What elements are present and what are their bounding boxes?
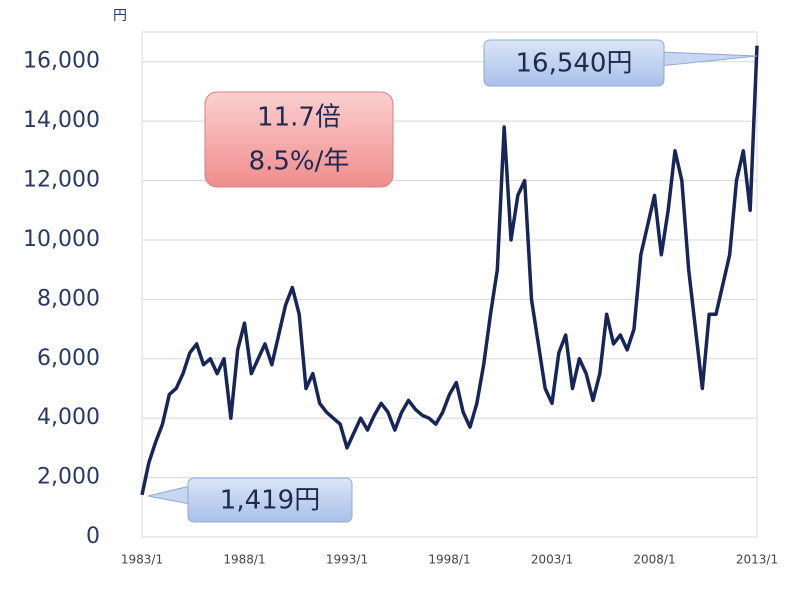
y-tick-label: 6,000 — [37, 346, 100, 371]
line-series — [140, 45, 759, 496]
y-tick-label: 16,000 — [23, 49, 100, 74]
y-unit: 円 — [113, 8, 127, 24]
end-callout: 16,540円 — [483, 39, 758, 87]
y-tick-label: 12,000 — [23, 168, 100, 193]
callout-pointer — [147, 485, 191, 505]
y-tick-label: 4,000 — [37, 405, 100, 430]
ratio-callout: 11.7倍 8.5%/年 — [204, 91, 394, 188]
x-tick-label: 1983/1 — [121, 553, 163, 567]
x-tick-label: 2013/1 — [736, 553, 778, 567]
plot-frame — [141, 31, 758, 538]
callout-box — [204, 91, 394, 188]
callout-pointer — [659, 51, 758, 67]
annotation: 11.7倍 — [257, 103, 341, 133]
annotation: 16,540円 — [516, 49, 633, 79]
x-tick-label: 1988/1 — [223, 553, 265, 567]
x-tick-label: 1998/1 — [428, 553, 470, 567]
annotation: 8.5%/年 — [249, 147, 350, 177]
x-tick-label: 2008/1 — [633, 553, 675, 567]
y-tick-label: 2,000 — [37, 465, 100, 490]
y-tick-label: 14,000 — [23, 108, 100, 133]
annotation: 1,419円 — [220, 486, 320, 516]
callout-box — [483, 39, 665, 87]
x-tick-label: 1993/1 — [326, 553, 368, 567]
y-tick-label: 8,000 — [37, 286, 100, 311]
y-tick-label: 0 — [86, 524, 100, 549]
callout-box — [187, 477, 353, 523]
start-callout: 1,419円 — [147, 477, 353, 523]
x-tick-label: 2003/1 — [531, 553, 573, 567]
plot — [140, 45, 759, 496]
y-tick-label: 10,000 — [23, 227, 100, 252]
